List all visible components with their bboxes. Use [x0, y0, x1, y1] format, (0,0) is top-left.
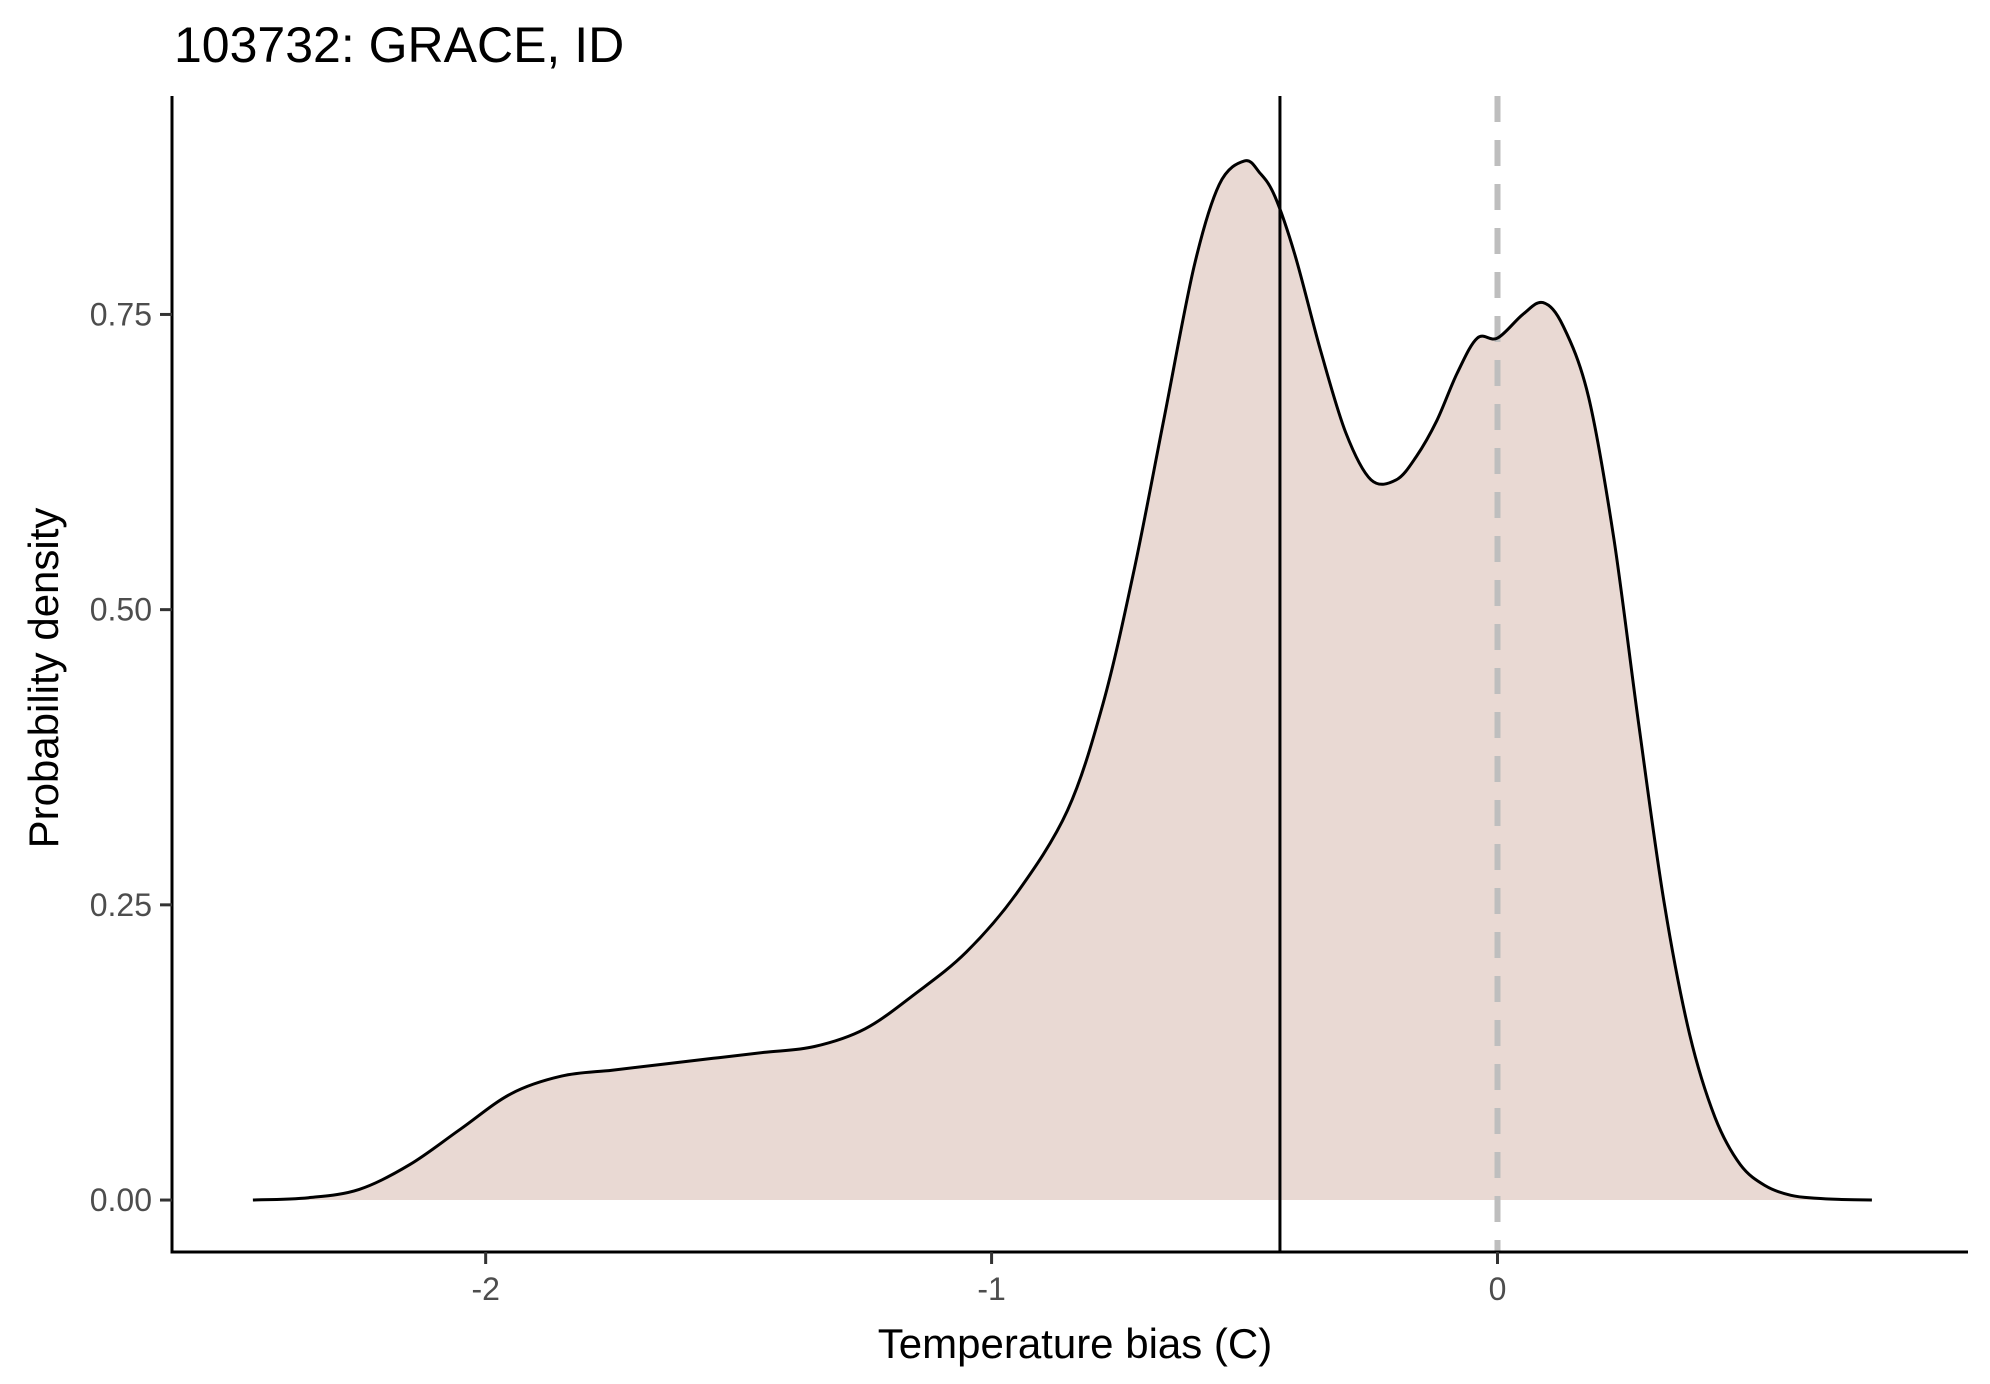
y-axis-label: Probability density [20, 508, 67, 849]
y-tick-label: 0.00 [90, 1182, 152, 1218]
x-tick-label: 0 [1489, 1271, 1507, 1307]
y-tick-label: 0.50 [90, 592, 152, 628]
x-tick-label: -1 [977, 1271, 1005, 1307]
density-area [252, 160, 1872, 1200]
chart-title: 103732: GRACE, ID [174, 17, 624, 73]
density-curve [252, 159, 1872, 1202]
plot-area [252, 96, 1872, 1252]
x-tick-label: -2 [471, 1271, 499, 1307]
x-axis-label: Temperature bias (C) [878, 1320, 1272, 1367]
y-tick-label: 0.75 [90, 296, 152, 332]
y-tick-label: 0.25 [90, 887, 152, 923]
axes: -2 -1 0 0.00 0.25 0.50 0.75 [90, 96, 1968, 1307]
